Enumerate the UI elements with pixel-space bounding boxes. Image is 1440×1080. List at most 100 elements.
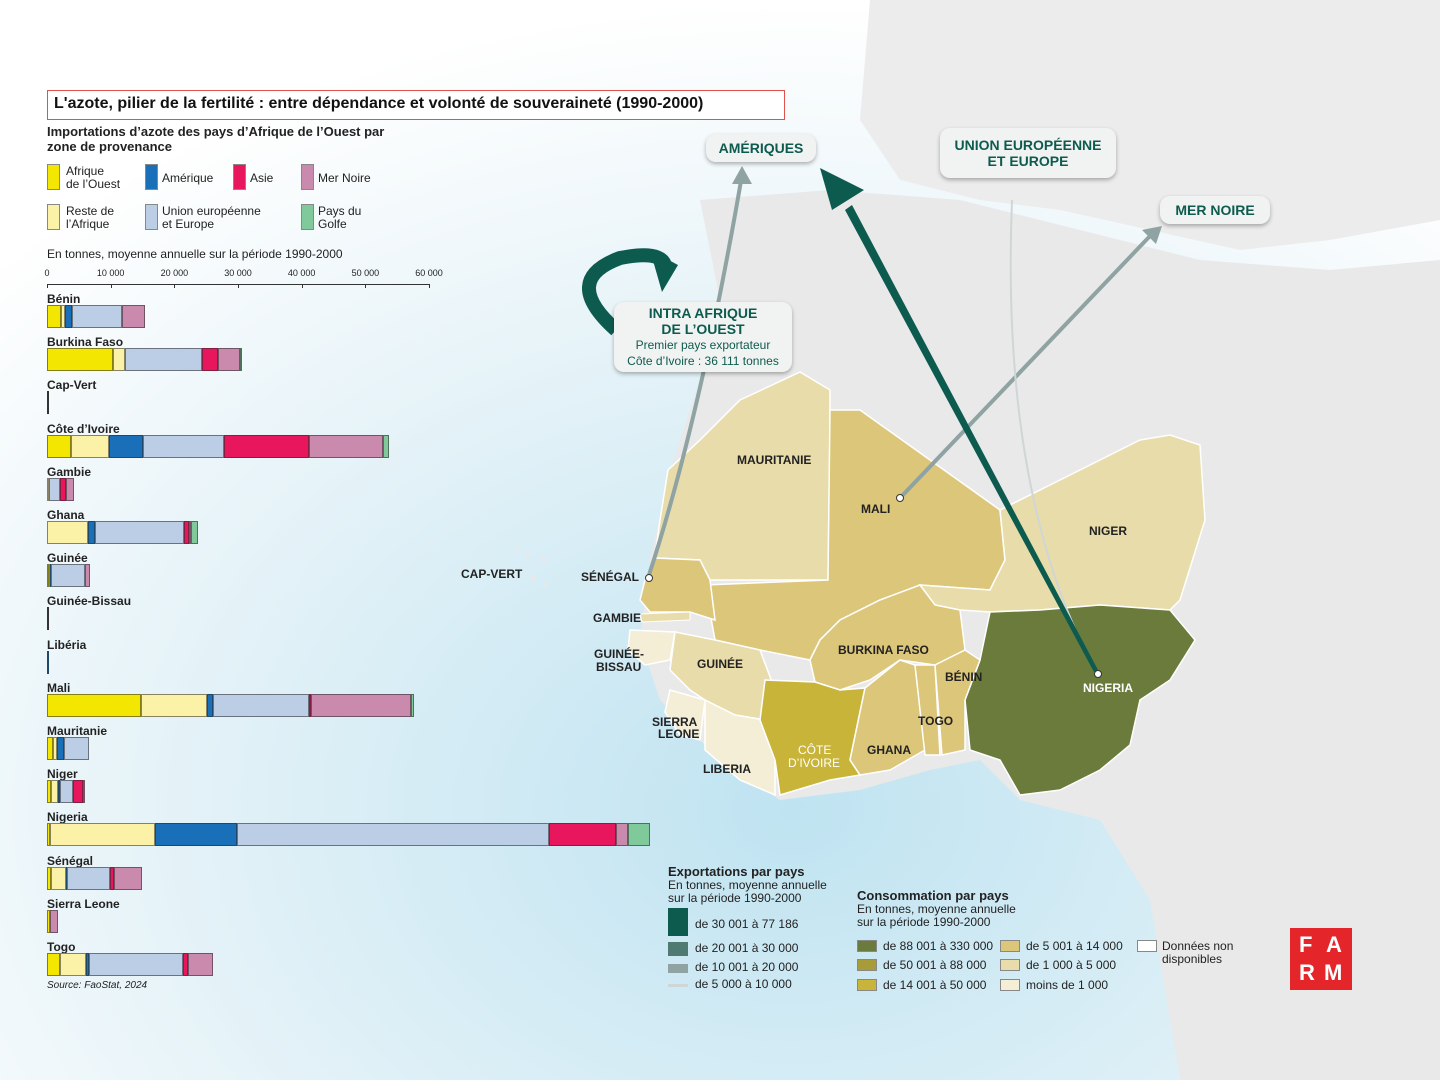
bubble-ue-line2: ET EUROPE: [987, 153, 1069, 169]
bar-segment-afrique-ouest: [47, 348, 113, 372]
bar-segment-mer-noire: [122, 305, 146, 328]
country-name: Ghana: [47, 508, 85, 522]
label-nigeria: NIGERIA: [1083, 681, 1134, 695]
label-burkina: BURKINA FASO: [838, 643, 929, 657]
bar-segment-afrique-ouest: [47, 305, 61, 328]
region-sierra-leone[interactable]: [664, 689, 706, 741]
unit-note: En tonnes, moyenne annuelle sur la pério…: [47, 247, 343, 261]
bar-segment-mer-noire: [308, 434, 384, 458]
region-burkina-faso[interactable]: [809, 584, 966, 691]
arrow-nigeria-ameriques: [845, 205, 1098, 672]
label-guinee: GUINÉE: [697, 657, 744, 671]
legend-label-golfe: Pays du Golfe: [318, 204, 362, 231]
cap-vert-islands: [516, 548, 547, 587]
conso-swatch-1: [857, 940, 877, 952]
country-name: Guinée-Bissau: [47, 594, 132, 609]
country-name: Burkina Faso: [47, 335, 124, 350]
bubble-intra-sub1: Premier pays exportateur: [635, 338, 771, 352]
region-benin[interactable]: [934, 649, 981, 756]
region-guinee-bissau[interactable]: [627, 629, 676, 666]
arrow-mali-mer-noire: [898, 234, 1152, 500]
country-name: Cap-Vert: [47, 378, 97, 393]
export-item-2: de 20 001 à 30 000: [695, 941, 799, 955]
axis-tick-mark: [429, 284, 430, 288]
bar-segment-union-europeenne: [89, 953, 183, 976]
bar-segment-reste-afrique: [50, 780, 59, 804]
legend-swatch-afrique-ouest: [47, 164, 60, 190]
x-axis-line: [47, 284, 429, 285]
region-ghana[interactable]: [849, 659, 926, 776]
bubble-intra-line1: INTRA AFRIQUE: [648, 305, 758, 321]
conso-swatch-3: [857, 979, 877, 991]
bar-segment-union-europeenne: [94, 521, 184, 544]
bubble-ameriques-label: AMÉRIQUES: [718, 140, 804, 156]
bar-segment-union-europeenne: [60, 780, 74, 804]
conso-item-1: de 88 001 à 330 000: [883, 939, 994, 953]
bar-segment-reste-afrique: [50, 823, 155, 847]
bar-legend: Afrique de l’Ouest Amérique Asie Mer Noi…: [47, 164, 427, 234]
conso-swatch-5: [1000, 959, 1020, 971]
consumption-legend: Consommation par pays En tonnes, moyenne…: [857, 888, 1257, 998]
export-item-3: de 10 001 à 20 000: [695, 960, 799, 974]
country-name: Togo: [47, 940, 76, 954]
bar-segment-asie: [59, 477, 67, 501]
bar-segment-reste-afrique: [47, 477, 49, 501]
region-liberia[interactable]: [704, 698, 776, 797]
legend-label-afrique-ouest: Afrique de l’Ouest: [66, 164, 121, 191]
region-gambie[interactable]: [639, 611, 691, 623]
bar-segment-afrique-ouest: [47, 953, 60, 976]
bar-segment-asie: [201, 348, 218, 372]
logo-letter-4: M: [1324, 960, 1343, 985]
axis-tick-mark: [110, 284, 112, 288]
bar-segment-mer-noire: [83, 780, 86, 804]
region-togo[interactable]: [914, 664, 941, 756]
conso-swatch-2: [857, 959, 877, 971]
country-name: Libéria: [47, 637, 87, 652]
label-sierra-1: SIERRA: [652, 715, 698, 729]
label-cap-vert: CAP-VERT: [461, 567, 523, 581]
europe-landmass: [860, 0, 1440, 250]
bubble-mer-noire: MER NOIRE: [1160, 196, 1270, 224]
conso-item-7: Données non disponibles: [1162, 939, 1234, 966]
export-legend-title: Exportations par pays: [668, 864, 805, 879]
label-senegal: SÉNÉGAL: [581, 570, 640, 584]
bar-segment-mer-noire: [66, 477, 75, 501]
bubble-intra-afrique: INTRA AFRIQUE DE L’OUEST Premier pays ex…: [614, 302, 792, 372]
region-mauritanie[interactable]: [654, 371, 831, 581]
bar-segment-afrique-ouest: [47, 434, 72, 458]
legend-label-amerique: Amérique: [162, 171, 214, 185]
bubble-union-europeenne: UNION EUROPÉENNE ET EUROPE: [940, 128, 1116, 178]
label-guinee-bissau-2: BISSAU: [596, 660, 642, 674]
bar-segment-reste-afrique: [71, 434, 110, 458]
bar-segment-union-europeenne: [64, 737, 90, 760]
farm-logo: F A R M: [1290, 928, 1352, 990]
bar-segment-amerique: [65, 305, 72, 328]
bar-segment-afrique-ouest: [47, 564, 49, 588]
bar-segment-afrique-ouest: [47, 737, 54, 760]
axis-tick-mark: [365, 284, 367, 288]
bar-segment-mer-noire: [113, 866, 143, 890]
arrowhead-nigeria-ameriques: [820, 168, 864, 210]
bar-segment-amerique: [58, 780, 61, 804]
source-note: Source: FaoStat, 2024: [47, 980, 148, 991]
conso-swatch-7: [1137, 940, 1157, 952]
legend-label-reste-afrique: Reste de l’Afrique: [66, 204, 115, 231]
bar-segment-amerique: [47, 650, 49, 674]
bar-segment-asie: [182, 953, 189, 976]
conso-item-3: de 14 001 à 50 000: [883, 978, 987, 992]
label-liberia: LIBERIA: [703, 762, 751, 776]
export-item-1: de 30 001 à 77 186: [695, 917, 799, 931]
bubble-intra-sub2: Côte d’Ivoire : 36 111 tonnes: [627, 354, 779, 368]
bar-segment-amerique: [85, 953, 89, 976]
axis-tick-label: 60 000: [415, 268, 443, 278]
page-title: L'azote, pilier de la fertilité : entre …: [54, 95, 704, 112]
axis-tick-label: 30 000: [224, 268, 252, 278]
export-legend: Exportations par pays En tonnes, moyenne…: [668, 864, 848, 994]
arrow-senegal-ameriques: [646, 174, 744, 579]
legend-label-mer-noire: Mer Noire: [318, 171, 371, 185]
bar-segment-union-europeenne: [71, 305, 123, 328]
bar-baseline: [47, 607, 49, 631]
region-nigeria[interactable]: [964, 604, 1196, 796]
bar-segment-mer-noire: [310, 693, 412, 717]
